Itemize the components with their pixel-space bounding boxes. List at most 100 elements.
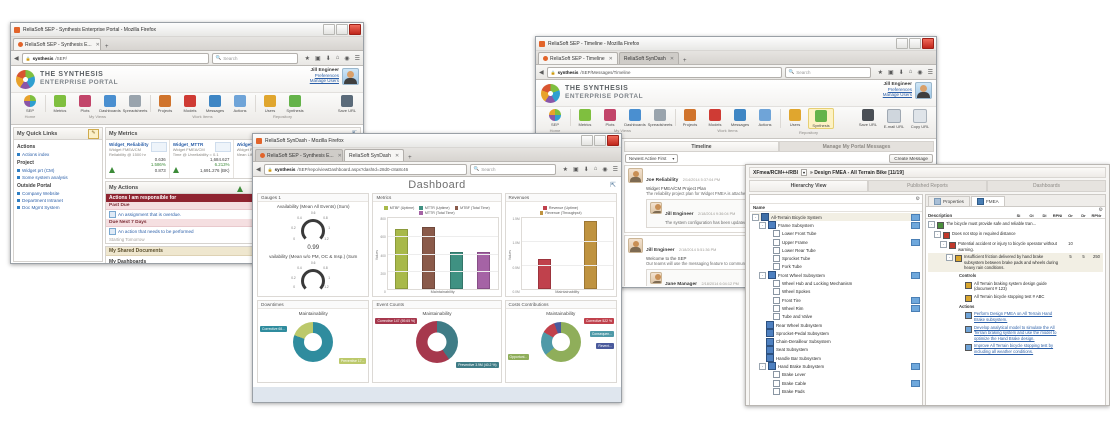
new-tab-button[interactable]: + bbox=[105, 44, 109, 50]
timeline-tab-strip[interactable]: Timeline Manage My Portal Messages bbox=[624, 141, 934, 152]
ribbon-item-email-url[interactable]: E-mail URL bbox=[882, 108, 906, 129]
portal-ribbon[interactable]: SEP Home Metrics Plots Dashboards Spread… bbox=[11, 93, 363, 125]
download-icon[interactable]: ⬇ bbox=[898, 69, 904, 76]
desc-row[interactable]: - Potential accident or injury to bicycle… bbox=[928, 240, 1103, 253]
address-bar[interactable]: 🔒 synthesis /SEP/Messages/Timeline bbox=[546, 66, 782, 78]
chevron-down-icon[interactable]: ▾ bbox=[801, 169, 808, 176]
ql-link[interactable]: Actions index bbox=[17, 151, 99, 158]
attachment-chip-icon[interactable] bbox=[911, 221, 920, 229]
desc-row-text[interactable]: Improve All Terrain bicycle stopping tes… bbox=[974, 343, 1054, 354]
tab-close-icon[interactable]: ✕ bbox=[394, 152, 400, 159]
ql-link[interactable]: Department Intranet bbox=[17, 197, 99, 204]
minimize-button[interactable] bbox=[581, 135, 593, 146]
metric-card[interactable]: Widget_Reliability Widget FMEA/CM Reliab… bbox=[106, 140, 170, 178]
reply-author[interactable]: Jane Manager bbox=[665, 281, 697, 286]
fmea-tab-strip[interactable]: Hierarchy View Published Reports Dashboa… bbox=[749, 180, 1106, 192]
gear-icon[interactable]: ⚙ bbox=[915, 196, 920, 202]
ribbon-item-users[interactable]: Users bbox=[783, 108, 807, 129]
portal-navbar[interactable]: ◀ 🔒 synthesis /SEP/ 🔍 Search ★ ▣ ⬇ ⌂ ◉ ☰ bbox=[11, 51, 363, 66]
expander-icon[interactable]: - bbox=[759, 221, 766, 229]
new-tab-button[interactable]: + bbox=[408, 155, 412, 161]
sync-icon[interactable]: ◉ bbox=[602, 166, 608, 173]
sync-icon[interactable]: ◉ bbox=[344, 55, 350, 62]
pocket-icon[interactable]: ▣ bbox=[888, 69, 894, 76]
desc-row[interactable]: Perform Design FMEA on All Terrain Hand … bbox=[928, 310, 1103, 323]
ribbon-item-synthesis[interactable]: Synthesis bbox=[283, 94, 307, 113]
user-box[interactable]: Jill Engineer Preferences Manage Users bbox=[883, 82, 932, 99]
ql-link[interactable]: Some system analysis bbox=[17, 174, 99, 181]
user-box[interactable]: Jill Engineer Preferences Manage Users bbox=[310, 68, 359, 85]
breadcrumb[interactable]: XFmea/RCM++/RBI ▾ » Design FMEA - All Te… bbox=[749, 167, 1106, 178]
attachment-chip-icon[interactable] bbox=[911, 304, 920, 312]
sub-tab-properties[interactable]: Properties bbox=[928, 196, 970, 206]
manage-users-link[interactable]: Manage Users bbox=[309, 78, 339, 83]
checkbox-icon[interactable] bbox=[773, 371, 780, 379]
address-bar[interactable]: 🔒 synthesis /SEP/repo/viewDashboard.aspx… bbox=[263, 163, 467, 175]
desc-row-text[interactable]: Perform Design FMEA on All Terrain Hand … bbox=[974, 311, 1053, 322]
tree-row[interactable]: Wheel Spokes bbox=[752, 288, 920, 296]
ribbon-item-save-url[interactable]: ReliaSoft SEP - Timeline - Mozilla Firef… bbox=[856, 108, 880, 129]
new-tab-button[interactable]: + bbox=[683, 58, 687, 64]
browser-tab[interactable]: ReliaSoft SynDash ✕ bbox=[344, 149, 405, 161]
pocket-icon[interactable]: ▣ bbox=[315, 55, 321, 62]
dashboard-navbar[interactable]: ◀ 🔒 synthesis /SEP/repo/viewDashboard.as… bbox=[253, 162, 621, 177]
ribbon-item-plots[interactable]: Plots bbox=[598, 108, 622, 127]
sync-icon[interactable]: ◉ bbox=[917, 69, 923, 76]
checkbox-icon[interactable] bbox=[773, 296, 780, 304]
tree-row[interactable]: - Front Wheel Subsystem bbox=[752, 271, 920, 280]
attachment-chip-icon[interactable] bbox=[911, 271, 920, 279]
nav-icon-group[interactable]: ★ ▣ ⬇ ⌂ ◉ ☰ bbox=[301, 55, 360, 62]
tree-row[interactable]: Wheel Rim bbox=[752, 304, 920, 312]
post-author[interactable]: Jill Engineer bbox=[646, 248, 675, 254]
checkbox-icon[interactable] bbox=[773, 255, 780, 263]
close-button[interactable] bbox=[349, 24, 361, 35]
tab-close-icon[interactable]: ✕ bbox=[337, 152, 342, 159]
breadcrumb-select[interactable]: XFmea/RCM++/RBI bbox=[753, 169, 799, 176]
desc-row-text[interactable]: Develop analytical model to simulate the… bbox=[974, 324, 1057, 341]
tab-close-icon[interactable]: ✕ bbox=[95, 41, 100, 48]
desc-row[interactable]: Controls bbox=[928, 272, 1103, 280]
ql-link[interactable]: Widget prt (CM) bbox=[17, 167, 99, 174]
browser-tab[interactable]: ReliaSoft SynDash ✕ bbox=[618, 52, 680, 64]
nav-icon-group[interactable]: ★ ▣ ⬇ ⌂ ◉ ☰ bbox=[874, 69, 933, 76]
checkbox-icon[interactable] bbox=[773, 280, 780, 288]
dashboard-tabstrip[interactable]: ReliaSoft SEP - Synthesis E... ✕ ReliaSof… bbox=[253, 148, 621, 162]
tree-row[interactable]: Lower Rear Tube bbox=[752, 246, 920, 254]
tree-row[interactable]: Rear Wheel Subsystem bbox=[752, 321, 920, 329]
avatar[interactable] bbox=[342, 68, 359, 85]
search-input[interactable]: 🔍 Search bbox=[784, 66, 871, 78]
ribbon-item-save-url[interactable]: Save URL bbox=[335, 94, 359, 113]
expander-icon[interactable]: - bbox=[752, 213, 759, 221]
tab-timeline[interactable]: Timeline bbox=[624, 141, 779, 152]
browser-tab[interactable]: ReliaSoft SEP - Timeline ✕ bbox=[538, 52, 618, 64]
avatar[interactable] bbox=[915, 82, 932, 99]
desc-row[interactable]: - Insufficient friction delivered by hand… bbox=[928, 253, 1103, 272]
tree-row[interactable]: Brake Pads bbox=[752, 387, 920, 395]
popout-icon[interactable]: ⇱ bbox=[610, 182, 616, 189]
home-icon[interactable]: ⌂ bbox=[335, 55, 340, 61]
tree-row[interactable]: Chain-Derailleur Subsystem bbox=[752, 337, 920, 346]
address-bar[interactable]: 🔒 synthesis /SEP/ bbox=[21, 52, 209, 64]
back-icon[interactable]: ◀ bbox=[539, 69, 544, 76]
manage-users-link[interactable]: Manage Users bbox=[882, 92, 912, 97]
ribbon-item-actions[interactable]: Actions bbox=[228, 94, 252, 113]
minimize-button[interactable] bbox=[896, 38, 908, 49]
search-input[interactable]: 🔍 Search bbox=[211, 52, 298, 64]
window-controls[interactable] bbox=[581, 135, 619, 146]
gear-icon[interactable]: ⚙ bbox=[1098, 207, 1103, 213]
tree-row[interactable]: Front Tire bbox=[752, 296, 920, 304]
back-icon[interactable]: ◀ bbox=[14, 55, 19, 62]
pencil-icon[interactable]: ✎ bbox=[88, 128, 99, 139]
download-icon[interactable]: ⬇ bbox=[583, 166, 589, 173]
desc-row[interactable]: Improve All Terrain bicycle stopping tes… bbox=[928, 342, 1103, 355]
dashboard-window[interactable]: ReliaSoft SynDash - Mozilla Firefox Reli… bbox=[252, 133, 622, 403]
ribbon-item-dashboards[interactable]: Dashboards bbox=[623, 108, 647, 127]
fmea-window[interactable]: XFmea/RCM++/RBI ▾ » Design FMEA - All Te… bbox=[745, 164, 1110, 406]
create-message-button[interactable]: Create Message bbox=[889, 154, 933, 163]
desc-row[interactable]: Develop analytical model to simulate the… bbox=[928, 324, 1103, 343]
checkbox-icon[interactable] bbox=[773, 387, 780, 395]
checkbox-icon[interactable] bbox=[773, 263, 780, 271]
attachment-chip-icon[interactable] bbox=[911, 238, 920, 246]
ribbon-item-users[interactable]: Users bbox=[258, 94, 282, 113]
tree-row[interactable]: - All-Terrain Bicycle System bbox=[752, 213, 920, 222]
